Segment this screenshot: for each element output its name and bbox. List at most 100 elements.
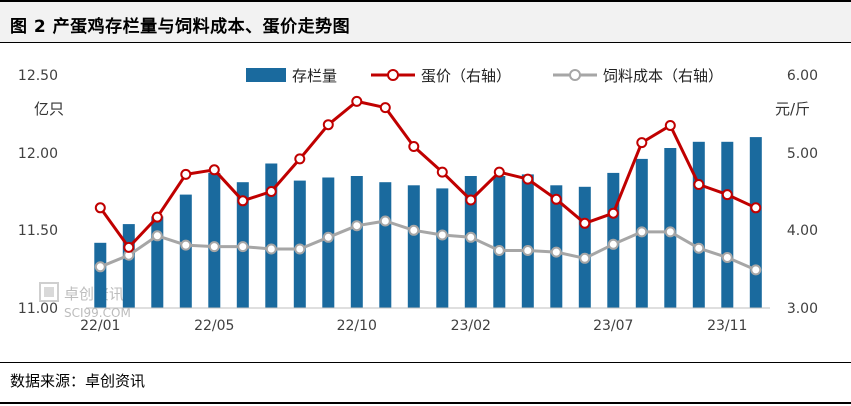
right-tick-label: 4.00 [787, 223, 818, 239]
line-point [379, 215, 391, 227]
bar [578, 186, 591, 308]
x-axis-labels: 22/01 22/05 22/10 23/02 23/07 23/11 [80, 318, 747, 334]
line-point [237, 195, 249, 207]
line-point [408, 224, 420, 236]
bar [692, 141, 705, 308]
x-tick-label: 23/07 [593, 318, 633, 334]
watermark-logo-icon [39, 282, 59, 302]
line-point [237, 241, 249, 253]
watermark-subtext: SCI99.COM [64, 306, 131, 320]
line-point [322, 119, 334, 131]
line-point [465, 194, 477, 206]
legend: 存栏量 蛋价（右轴） 饲料成本（右轴） [246, 67, 723, 85]
legend-item-egg-price: 蛋价（右轴） [371, 67, 511, 85]
line-point [294, 243, 306, 255]
bar [436, 188, 449, 308]
bar [721, 141, 734, 308]
title-bar: 图 2 产蛋鸡存栏量与饲料成本、蛋价走势图 [0, 2, 851, 42]
left-axis-unit: 亿只 [34, 100, 64, 118]
right-axis-unit: 元/斤 [775, 100, 810, 118]
x-tick-label: 22/01 [80, 318, 120, 334]
series-line [99, 219, 757, 272]
line-point [721, 189, 733, 201]
footer-divider [0, 362, 851, 363]
watermark: 卓创资讯 SCI99.COM [39, 282, 131, 320]
series-line [99, 99, 757, 249]
x-tick-label: 22/10 [337, 318, 377, 334]
bar [407, 185, 420, 308]
line-point [721, 252, 733, 263]
left-tick-label: 11.00 [18, 301, 58, 317]
bar [151, 216, 164, 308]
line-point [436, 229, 448, 241]
line-point [294, 153, 306, 165]
line-point [493, 245, 505, 256]
bar [265, 163, 278, 308]
line-point [94, 202, 106, 214]
watermark-text: 卓创资讯 [64, 285, 124, 303]
line-point [180, 168, 192, 180]
bar [94, 242, 107, 308]
bar [122, 224, 135, 308]
line-point [351, 95, 363, 107]
legend-feed-marker [569, 69, 581, 81]
line-point [180, 239, 192, 251]
line-point [322, 231, 334, 243]
legend-item-bar: 存栏量 [246, 67, 337, 85]
line-point [208, 241, 220, 253]
line-point [522, 173, 534, 185]
data-source: 数据来源：卓创资讯 [10, 372, 146, 390]
bar [749, 137, 762, 308]
line-point [579, 217, 591, 229]
line-point [265, 243, 277, 255]
line-point [664, 226, 676, 238]
line-series [94, 95, 762, 276]
bar [350, 176, 363, 308]
legend-item-feed-cost: 饲料成本（右轴） [553, 67, 723, 85]
line-point [265, 186, 277, 197]
left-tick-label: 12.00 [18, 146, 58, 162]
line-point [607, 238, 619, 250]
legend-bar-swatch [246, 68, 286, 82]
line-point [351, 220, 363, 232]
bar [208, 172, 221, 308]
bar [379, 182, 392, 308]
line-point [693, 179, 705, 190]
right-tick-label: 6.00 [787, 68, 818, 84]
line-point [750, 202, 762, 214]
title-divider [0, 42, 851, 43]
left-tick-label: 11.50 [18, 223, 58, 239]
line-point [607, 207, 619, 219]
bar [179, 194, 192, 308]
x-tick-label: 23/02 [451, 318, 491, 334]
legend-egg-label: 蛋价（右轴） [421, 67, 511, 85]
line-point [123, 241, 135, 253]
line-point [550, 193, 562, 205]
bottom-border [0, 402, 851, 404]
line-point [579, 252, 591, 264]
line-point [550, 246, 562, 258]
line-point [436, 166, 448, 178]
right-tick-label: 3.00 [787, 301, 818, 317]
watermark-logo-inner [44, 287, 54, 297]
legend-feed-label: 饲料成本（右轴） [603, 67, 723, 85]
chart: 卓创资讯 SCI99.COM 亿只 元/斤 11.00 11.50 12.00 … [18, 67, 818, 334]
line-point [664, 120, 676, 131]
x-tick-label: 23/11 [707, 318, 747, 334]
line-point [208, 164, 220, 176]
line-point [465, 231, 477, 243]
left-axis: 11.00 11.50 12.00 12.50 [18, 68, 58, 317]
top-border [0, 0, 851, 2]
legend-bar-label: 存栏量 [292, 67, 337, 85]
line-point [94, 261, 106, 273]
left-tick-label: 12.50 [18, 68, 58, 84]
line-point [522, 245, 534, 256]
line-point [636, 137, 648, 149]
line-point [750, 264, 762, 276]
line-point [151, 230, 163, 242]
legend-egg-marker [387, 69, 399, 81]
bar-series [94, 137, 762, 308]
line-point [379, 102, 391, 114]
x-tick-label: 22/05 [194, 318, 234, 334]
right-axis: 3.00 4.00 5.00 6.00 [787, 68, 818, 317]
